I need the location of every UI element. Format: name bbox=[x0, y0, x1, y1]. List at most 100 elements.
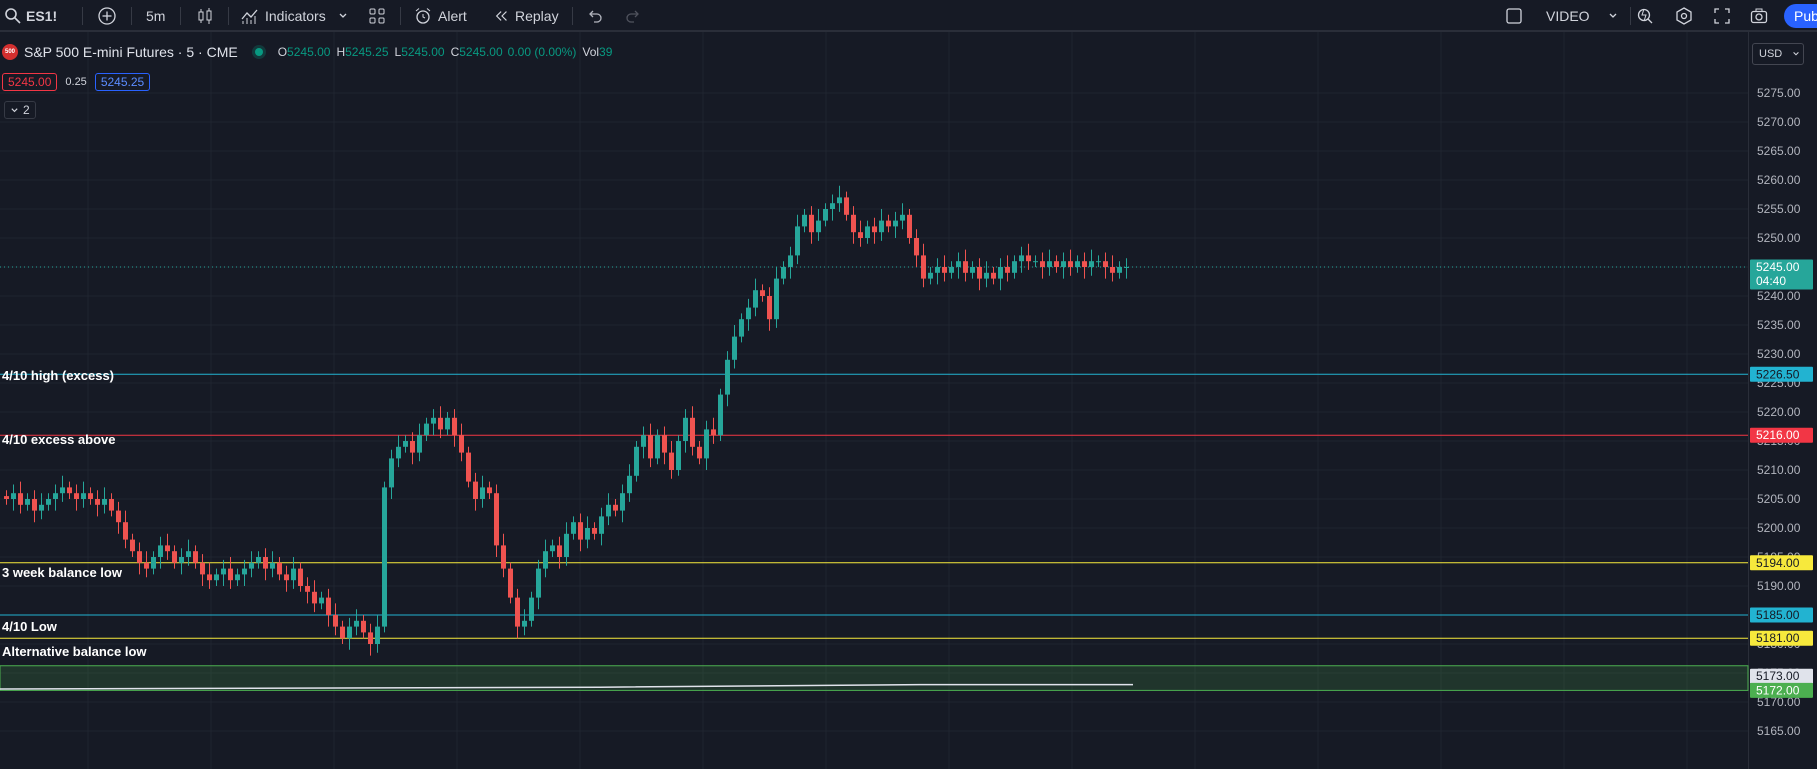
candle-body[interactable] bbox=[1054, 261, 1059, 267]
candle-body[interactable] bbox=[459, 435, 464, 453]
candle-body[interactable] bbox=[662, 435, 667, 453]
candle-body[interactable] bbox=[396, 446, 401, 459]
candle-body[interactable] bbox=[130, 539, 135, 552]
candle-body[interactable] bbox=[368, 632, 373, 644]
candle-body[interactable] bbox=[970, 267, 975, 273]
candle-body[interactable] bbox=[1082, 261, 1087, 267]
alert-button[interactable]: Alert bbox=[414, 0, 467, 32]
symbol-search-button[interactable]: ES1! bbox=[4, 0, 57, 32]
candle-body[interactable] bbox=[53, 493, 58, 499]
candle-body[interactable] bbox=[858, 232, 863, 238]
candle-body[interactable] bbox=[305, 586, 310, 592]
candle-body[interactable] bbox=[417, 435, 422, 453]
candle-body[interactable] bbox=[263, 557, 268, 569]
candle-body[interactable] bbox=[998, 267, 1003, 279]
layouts-button[interactable] bbox=[368, 0, 386, 32]
candle-body[interactable] bbox=[914, 238, 919, 256]
replay-button[interactable]: Replay bbox=[494, 0, 559, 32]
chart-type-button[interactable] bbox=[196, 0, 214, 32]
candle-body[interactable] bbox=[298, 568, 303, 586]
candle-body[interactable] bbox=[928, 272, 933, 279]
candle-body[interactable] bbox=[830, 203, 835, 209]
candle-body[interactable] bbox=[375, 626, 380, 644]
vwap-line[interactable] bbox=[0, 683, 1133, 690]
candle-body[interactable] bbox=[340, 626, 345, 639]
candle-body[interactable] bbox=[515, 597, 520, 627]
candle-body[interactable] bbox=[704, 429, 709, 459]
candle-body[interactable] bbox=[620, 493, 625, 511]
candle-body[interactable] bbox=[60, 487, 65, 494]
undo-button[interactable] bbox=[586, 0, 604, 32]
fullscreen-button[interactable] bbox=[1713, 0, 1731, 32]
candle-body[interactable] bbox=[466, 452, 471, 482]
candle-body[interactable] bbox=[851, 214, 856, 233]
candle-body[interactable] bbox=[641, 435, 646, 447]
quick-search-button[interactable] bbox=[1636, 0, 1654, 32]
candle-body[interactable] bbox=[795, 226, 800, 256]
candle-body[interactable] bbox=[1096, 261, 1101, 263]
price-chart[interactable]: 5275.00 5270.00 5265.00 5260.00 5255.00 5250.… bbox=[0, 32, 1817, 769]
candle-body[interactable] bbox=[599, 516, 604, 534]
candle-body[interactable] bbox=[935, 267, 940, 273]
candle-body[interactable] bbox=[319, 597, 324, 604]
candle-body[interactable] bbox=[837, 197, 842, 204]
candle-body[interactable] bbox=[893, 220, 898, 227]
candle-body[interactable] bbox=[361, 620, 366, 633]
candle-body[interactable] bbox=[438, 417, 443, 430]
candle-body[interactable] bbox=[256, 557, 261, 563]
candle-body[interactable] bbox=[18, 493, 23, 505]
compare-symbol-button[interactable] bbox=[98, 0, 116, 32]
candle-body[interactable] bbox=[312, 591, 317, 604]
candle-body[interactable] bbox=[200, 562, 205, 575]
collapse-indicators-button[interactable]: 2 bbox=[4, 101, 36, 119]
candle-body[interactable] bbox=[109, 499, 114, 511]
candle-body[interactable] bbox=[809, 214, 814, 233]
symbol-title[interactable]: S&P 500 E-mini Futures · 5 · CME bbox=[24, 44, 238, 60]
candle-body[interactable] bbox=[746, 307, 751, 320]
candle-body[interactable] bbox=[802, 214, 807, 227]
candle-body[interactable] bbox=[613, 504, 618, 511]
candle-body[interactable] bbox=[774, 278, 779, 320]
candle-body[interactable] bbox=[1110, 267, 1115, 273]
candle-body[interactable] bbox=[550, 545, 555, 552]
candle-body[interactable] bbox=[942, 267, 947, 273]
candle-body[interactable] bbox=[228, 568, 233, 581]
candle-body[interactable] bbox=[389, 458, 394, 488]
candle-body[interactable] bbox=[1117, 267, 1122, 273]
candle-body[interactable] bbox=[872, 226, 877, 233]
candle-body[interactable] bbox=[865, 226, 870, 238]
candle-body[interactable] bbox=[1124, 267, 1129, 268]
candle-body[interactable] bbox=[165, 545, 170, 552]
candle-body[interactable] bbox=[718, 394, 723, 436]
candle-body[interactable] bbox=[123, 522, 128, 540]
candle-body[interactable] bbox=[501, 545, 506, 569]
publish-button[interactable]: Pub bbox=[1784, 4, 1817, 28]
redo-button[interactable] bbox=[624, 0, 642, 32]
candle-body[interactable] bbox=[214, 574, 219, 581]
candle-body[interactable] bbox=[1089, 261, 1094, 267]
candle-body[interactable] bbox=[1061, 261, 1066, 267]
candle-body[interactable] bbox=[1019, 255, 1024, 262]
settings-button[interactable] bbox=[1675, 0, 1693, 32]
candle-body[interactable] bbox=[1033, 261, 1038, 263]
candle-body[interactable] bbox=[179, 557, 184, 563]
candle-body[interactable] bbox=[410, 441, 415, 453]
candle-body[interactable] bbox=[249, 562, 254, 569]
candle-body[interactable] bbox=[900, 214, 905, 221]
sell-button[interactable]: 5245.00 bbox=[2, 73, 58, 91]
candle-body[interactable] bbox=[543, 551, 548, 569]
candle-body[interactable] bbox=[508, 568, 513, 598]
candle-body[interactable] bbox=[67, 487, 72, 494]
indicators-button[interactable]: Indicators bbox=[241, 0, 348, 32]
candle-body[interactable] bbox=[844, 197, 849, 215]
candle-body[interactable] bbox=[949, 267, 954, 273]
candle-body[interactable] bbox=[116, 510, 121, 523]
candle-body[interactable] bbox=[186, 551, 191, 557]
candle-body[interactable] bbox=[25, 499, 30, 505]
candle-body[interactable] bbox=[1026, 255, 1031, 262]
candle-body[interactable] bbox=[690, 417, 695, 447]
candle-body[interactable] bbox=[921, 255, 926, 279]
candle-body[interactable] bbox=[634, 446, 639, 476]
candle-body[interactable] bbox=[711, 429, 716, 436]
candle-body[interactable] bbox=[536, 568, 541, 598]
